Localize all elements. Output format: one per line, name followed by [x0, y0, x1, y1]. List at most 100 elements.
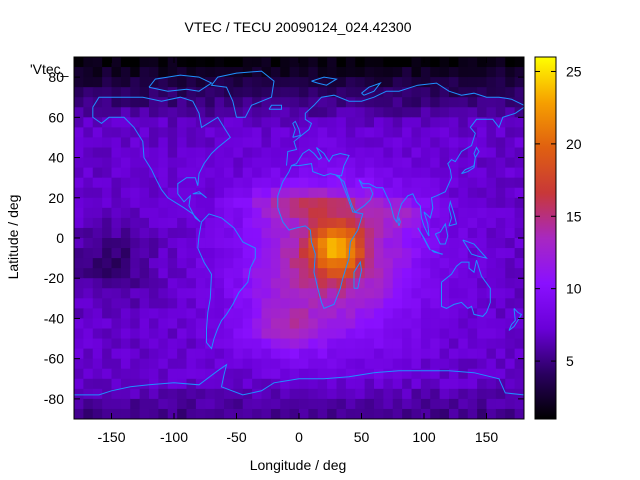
heatmap-cell	[92, 338, 103, 350]
heatmap-cell	[167, 67, 178, 78]
heatmap-cell	[74, 227, 84, 239]
heatmap-cell	[402, 207, 413, 219]
heatmap-cell	[177, 328, 188, 340]
heatmap-cell	[317, 328, 328, 340]
heatmap-cell	[495, 57, 506, 68]
heatmap-cell	[195, 157, 206, 169]
heatmap-cell	[411, 258, 422, 269]
heatmap-cell	[317, 67, 328, 78]
heatmap-cell	[308, 87, 319, 98]
heatmap-cell	[158, 258, 169, 269]
heatmap-cell	[477, 117, 488, 128]
heatmap-cell	[411, 187, 422, 199]
heatmap-cell	[242, 127, 253, 139]
heatmap-cell	[486, 368, 497, 380]
heatmap-cell	[505, 77, 516, 88]
heatmap-cell	[139, 328, 150, 340]
heatmap-cell	[242, 328, 253, 340]
heatmap-cell	[261, 388, 272, 400]
heatmap-cell	[111, 278, 122, 289]
heatmap-cell	[242, 358, 253, 370]
x-tick-label: 100	[412, 429, 436, 445]
heatmap-cell	[383, 268, 394, 279]
y-tick-label: -20	[44, 270, 64, 286]
heatmap-cell	[74, 408, 84, 419]
heatmap-cell	[233, 187, 244, 199]
heatmap-cell	[458, 278, 469, 289]
heatmap-cell	[280, 57, 291, 68]
heatmap-cell	[327, 298, 338, 309]
heatmap-cell	[392, 378, 403, 390]
heatmap-cell	[214, 408, 225, 419]
heatmap-cell	[439, 328, 450, 340]
heatmap-cell	[92, 117, 103, 128]
coastline-segment	[192, 191, 207, 199]
heatmap-cell	[327, 157, 338, 169]
heatmap-cell	[411, 268, 422, 279]
heatmap-cell	[449, 368, 459, 380]
heatmap-cell	[149, 238, 159, 249]
heatmap-cell	[467, 227, 478, 239]
heatmap-cell	[420, 308, 431, 320]
heatmap-cell	[111, 97, 122, 108]
heatmap-cell	[392, 288, 403, 299]
heatmap-cell	[120, 127, 131, 139]
heatmap-cell	[167, 318, 178, 330]
heatmap-cell	[402, 147, 413, 159]
heatmap-cell	[430, 338, 441, 350]
heatmap-cell	[486, 358, 497, 370]
heatmap-cell	[439, 348, 450, 360]
heatmap-cell	[336, 227, 347, 239]
heatmap-cell	[495, 177, 506, 189]
heatmap-cell	[186, 57, 197, 68]
heatmap-cell	[102, 67, 113, 78]
heatmap-cell	[420, 348, 431, 360]
heatmap-cell	[270, 378, 281, 390]
heatmap-cell	[205, 298, 216, 309]
heatmap-cell	[195, 308, 206, 320]
heatmap-cell	[402, 398, 413, 410]
heatmap-cell	[261, 107, 272, 118]
heatmap-cell	[317, 97, 328, 108]
heatmap-cell	[111, 388, 122, 400]
heatmap-cell	[149, 227, 159, 239]
heatmap-cell	[205, 358, 216, 370]
heatmap-cell	[486, 197, 497, 209]
heatmap-cell	[467, 167, 478, 179]
heatmap-cell	[458, 248, 469, 259]
heatmap-cell	[345, 217, 356, 229]
heatmap-cell	[130, 107, 141, 118]
heatmap-cell	[486, 67, 497, 78]
heatmap-cell	[102, 258, 113, 269]
heatmap-cell	[195, 268, 206, 279]
heatmap-cell	[92, 348, 103, 360]
heatmap-cell	[327, 57, 338, 68]
heatmap-cell	[224, 298, 234, 309]
heatmap-cell	[149, 248, 159, 259]
heatmap-cell	[345, 338, 356, 350]
heatmap-cell	[420, 227, 431, 239]
heatmap-cell	[392, 127, 403, 139]
heatmap-cell	[467, 338, 478, 350]
heatmap-cell	[374, 268, 384, 279]
heatmap-cell	[242, 87, 253, 98]
heatmap-cell	[299, 117, 309, 128]
heatmap-cell	[477, 147, 488, 159]
heatmap-cell	[430, 207, 441, 219]
heatmap-cell	[130, 258, 141, 269]
heatmap-cell	[74, 258, 84, 269]
heatmap-cell	[177, 67, 188, 78]
heatmap-cell	[402, 378, 413, 390]
heatmap-cell	[186, 177, 197, 189]
x-axis-ticks: -150 -100 -50 0 50 100 150	[97, 57, 498, 445]
heatmap-cell	[514, 87, 524, 98]
heatmap-cell	[289, 348, 300, 360]
heatmap-cell	[374, 187, 384, 199]
heatmap-cell	[120, 358, 131, 370]
heatmap-cell	[74, 318, 84, 330]
heatmap-cell	[439, 57, 450, 68]
heatmap-cell	[149, 217, 159, 229]
heatmap-cell	[308, 137, 319, 149]
heatmap-cell	[383, 117, 394, 128]
heatmap-cell	[430, 187, 441, 199]
